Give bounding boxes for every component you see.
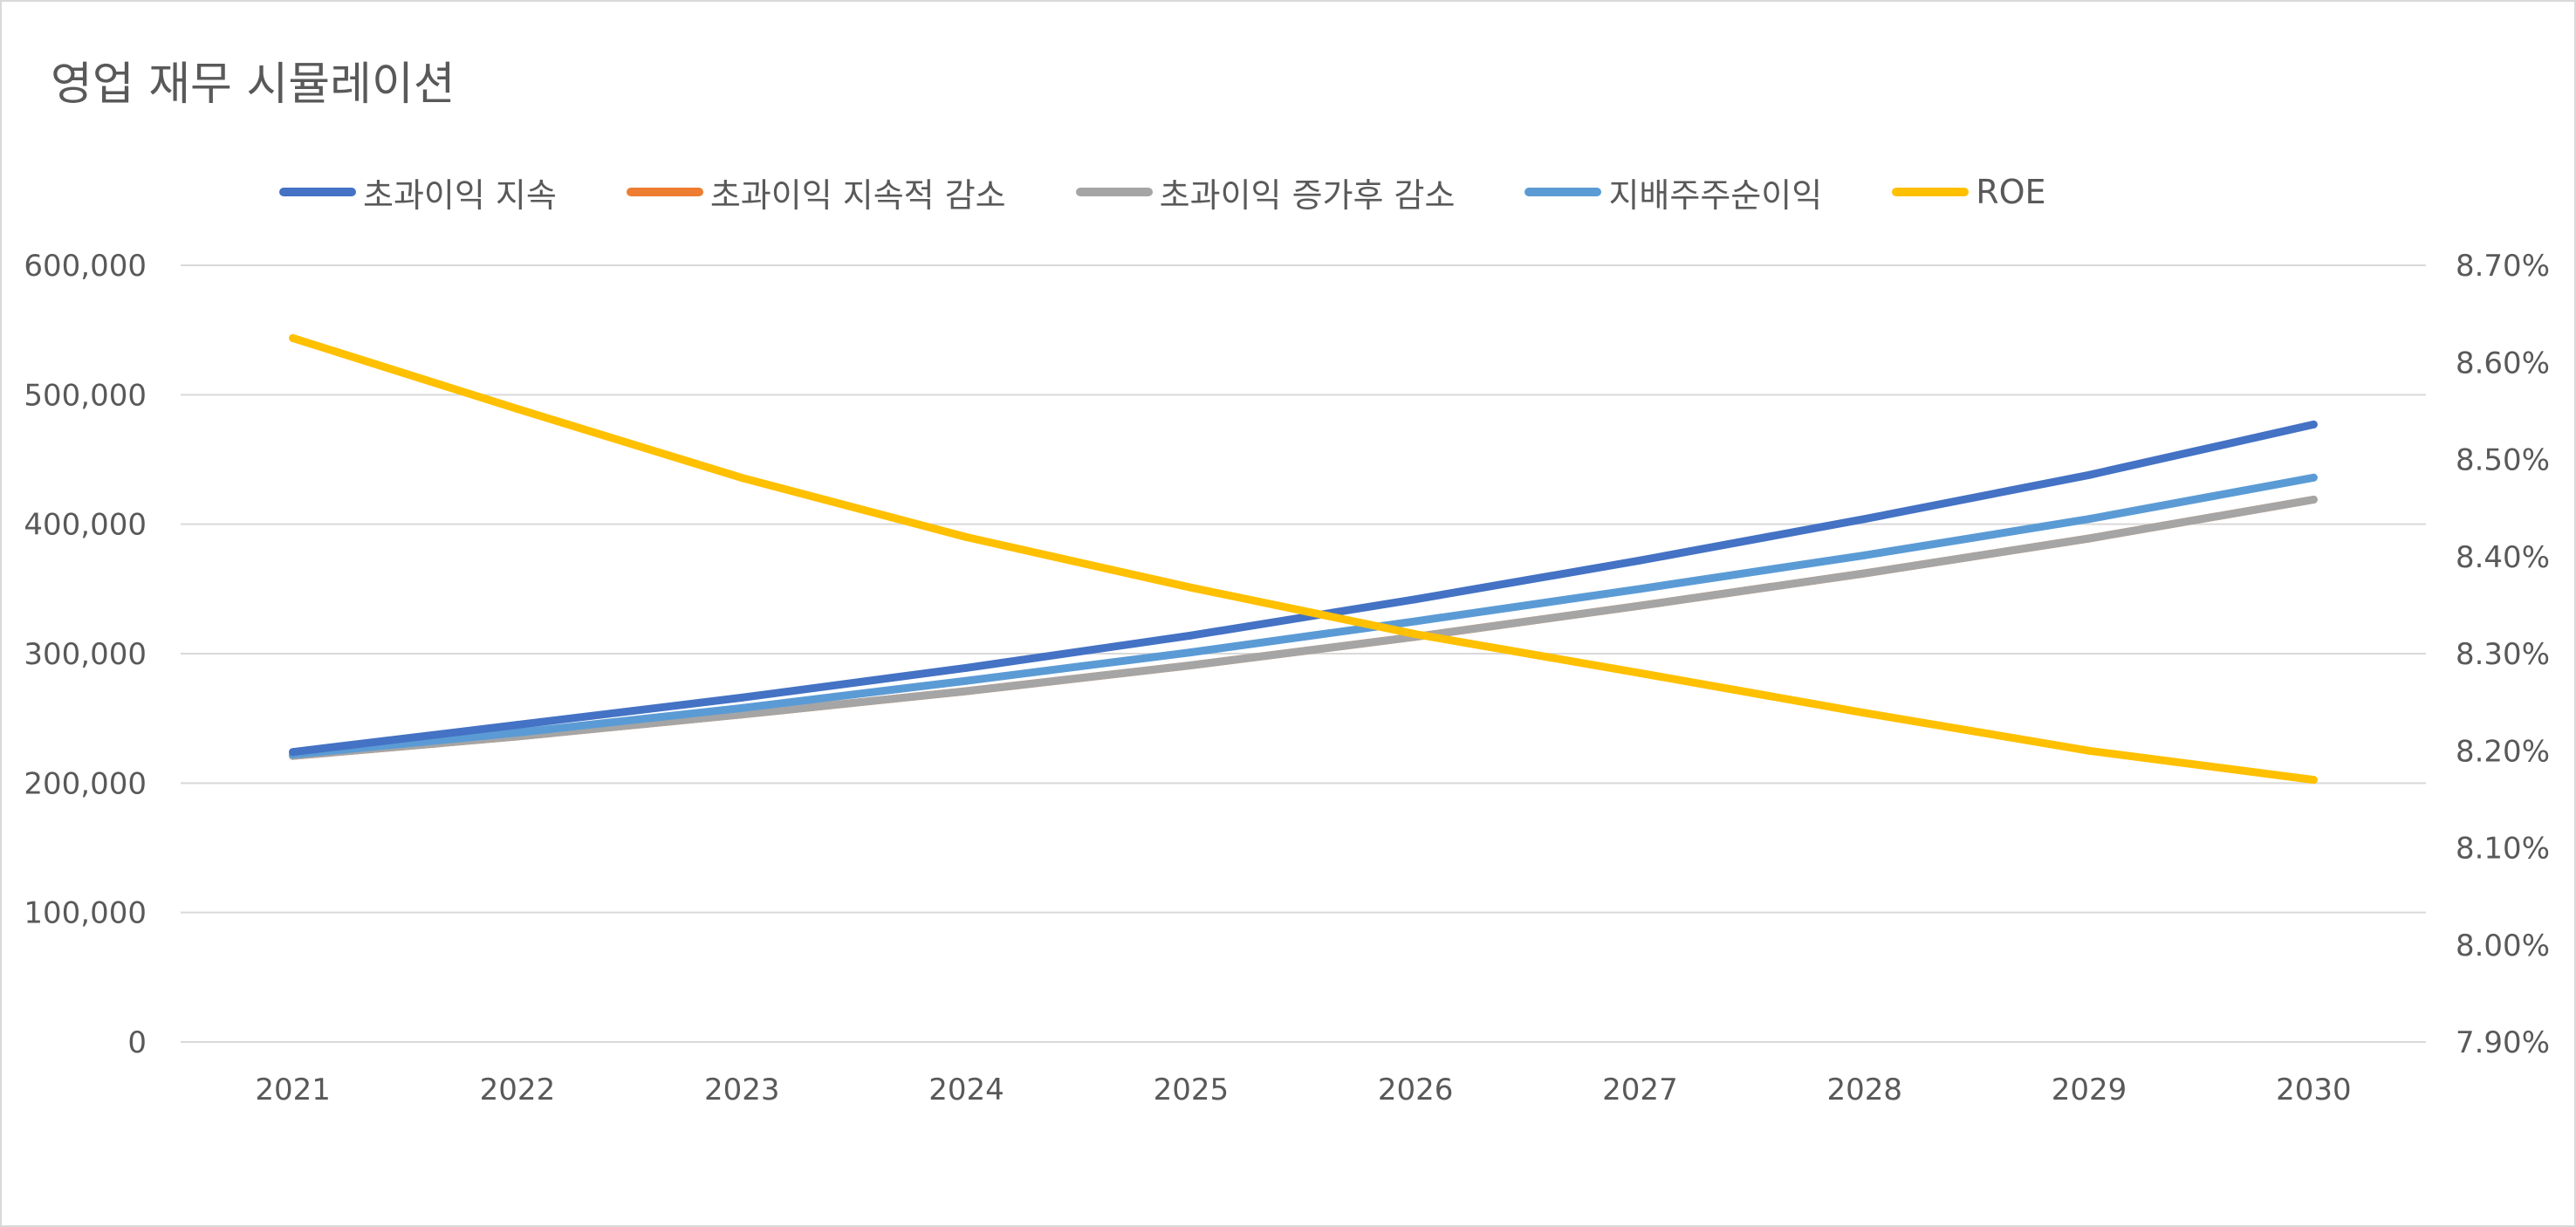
data-point	[1635, 556, 1644, 565]
data-point	[737, 474, 746, 483]
x-tick-label: 2025	[1154, 1073, 1230, 1107]
x-tick-label: 2026	[1378, 1073, 1454, 1107]
data-point	[2085, 515, 2093, 524]
data-point	[2085, 470, 2093, 479]
data-point	[1411, 617, 1420, 626]
y-tick-label: 400,000	[24, 508, 147, 543]
series-line-4	[289, 333, 2318, 785]
x-tick-label: 2029	[2052, 1073, 2127, 1107]
x-tick-label: 2022	[480, 1073, 556, 1107]
y-tick-label: 500,000	[24, 378, 147, 413]
y-tick-label: 200,000	[24, 766, 147, 801]
data-point	[1635, 668, 1644, 677]
legend-item: 지배주주순이익	[1524, 168, 1822, 216]
data-point	[1860, 709, 1869, 717]
data-point	[963, 533, 971, 541]
y2-tick-label: 8.20%	[2456, 734, 2550, 769]
x-tick-label: 2030	[2276, 1073, 2352, 1107]
data-point	[289, 748, 298, 757]
data-point	[737, 703, 746, 712]
data-point	[1635, 601, 1644, 610]
y2-tick-label: 8.60%	[2456, 346, 2550, 380]
legend-item: 초과이익 증가후 감소	[1075, 168, 1456, 216]
legend: 초과이익 지속 초과이익 지속적 감소 초과이익 증가후 감소 지배주주순이익 ROE	[279, 168, 2116, 216]
legend-label: 초과이익 증가후 감소	[1159, 175, 1456, 215]
data-point	[1860, 551, 1869, 559]
data-point	[1187, 583, 1196, 592]
y2-tick-label: 7.90%	[2456, 1025, 2550, 1060]
data-point	[737, 693, 746, 702]
x-tick-label: 2023	[704, 1073, 780, 1107]
legend-swatch	[1892, 188, 1970, 196]
x-tick-label: 2021	[255, 1073, 331, 1107]
y2-tick-label: 8.70%	[2456, 249, 2550, 284]
y-tick-label: 600,000	[24, 249, 147, 284]
data-point	[963, 663, 971, 672]
data-point	[737, 710, 746, 719]
chart-title: 영업 재무 시뮬레이션	[51, 58, 456, 111]
y2-tick-label: 8.30%	[2456, 637, 2550, 672]
data-point	[1860, 569, 1869, 578]
data-point	[1187, 631, 1196, 640]
x-tick-label: 2024	[928, 1073, 1004, 1107]
data-point	[2309, 473, 2318, 482]
legend-item: 초과이익 지속적 감소	[626, 168, 1006, 216]
legend-swatch	[626, 188, 703, 196]
legend-item: ROE	[1892, 173, 2046, 211]
data-point	[513, 721, 522, 730]
data-point	[289, 333, 298, 342]
data-point	[2309, 420, 2318, 428]
data-point	[513, 405, 522, 414]
legend-swatch	[1524, 188, 1602, 196]
legend-label: 지배주주순이익	[1608, 175, 1823, 215]
y2-tick-label: 8.50%	[2456, 443, 2550, 478]
y2-tick-label: 8.10%	[2456, 832, 2550, 867]
data-point	[1860, 515, 1869, 524]
series-line-2	[289, 496, 2318, 760]
data-point	[2085, 746, 2093, 755]
x-tick-label: 2027	[1602, 1073, 1678, 1107]
data-point	[2085, 534, 2093, 543]
legend-label: 초과이익 지속	[363, 175, 557, 215]
series-line-3	[289, 473, 2318, 759]
legend-swatch	[279, 188, 356, 196]
y-tick-label: 100,000	[24, 896, 147, 931]
data-point	[1635, 585, 1644, 593]
legend-label: ROE	[1976, 173, 2046, 211]
x-tick-label: 2028	[1826, 1073, 1902, 1107]
data-point	[2309, 776, 2318, 785]
series-line-0	[289, 420, 2318, 757]
legend-swatch	[1075, 188, 1153, 196]
axes: 0 100,000 200,000 300,000 400,000 500,000 600,…	[24, 249, 2550, 1107]
y2-tick-label: 8.40%	[2456, 540, 2550, 575]
data-point	[1187, 648, 1196, 657]
legend-item: 초과이익 지속	[279, 168, 557, 216]
data-point	[513, 728, 522, 737]
legend-label: 초과이익 지속적 감소	[709, 175, 1006, 215]
y-tick-label: 0	[127, 1025, 147, 1060]
y-tick-label: 300,000	[24, 637, 147, 672]
data-point	[1411, 595, 1420, 604]
data-point	[1411, 630, 1420, 639]
data-point	[963, 687, 971, 696]
y2-tick-label: 8.00%	[2456, 929, 2550, 963]
data-point	[2309, 495, 2318, 504]
series-lines	[289, 333, 2318, 785]
data-point	[1187, 661, 1196, 669]
data-point	[963, 676, 971, 685]
